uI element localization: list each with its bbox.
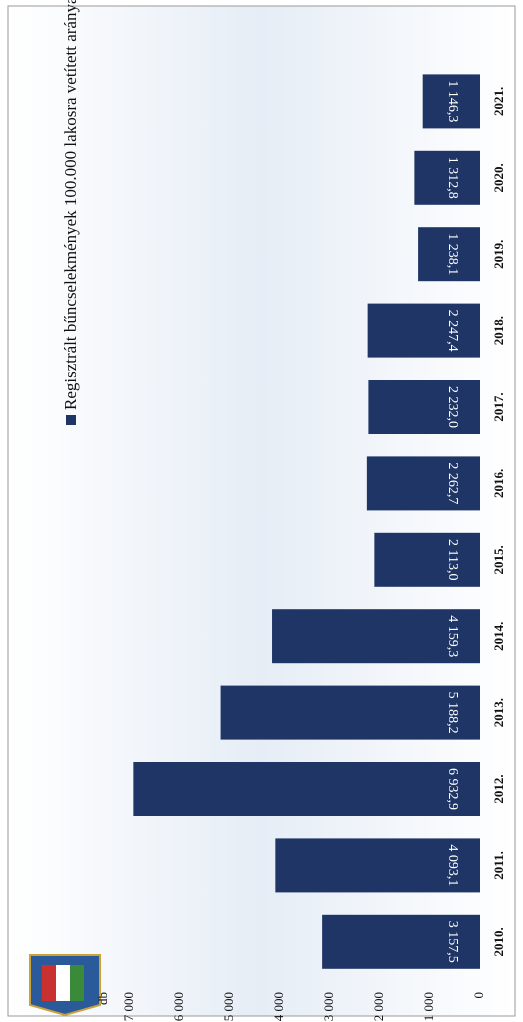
x-tick-label: 2011. (491, 851, 506, 880)
bar (366, 456, 480, 511)
bar (322, 914, 480, 969)
y-tick-label: 0 (471, 992, 486, 999)
bar (368, 380, 480, 434)
x-tick-label: 2014. (491, 622, 506, 651)
bar (418, 227, 480, 282)
x-tick-label: 2012. (491, 774, 506, 803)
y-axis-label: db (95, 992, 110, 1005)
bar (414, 150, 480, 205)
value-label: 2 262,7 (445, 462, 460, 504)
bar (275, 838, 480, 893)
bar (374, 532, 481, 587)
value-label: 4 159,3 (445, 615, 460, 657)
plot: db Regisztrált bűncselekmények 100.000 l… (61, 0, 506, 1021)
value-label: 2 113,0 (445, 539, 460, 580)
x-tick-label: 2018. (491, 316, 506, 345)
legend-swatch (66, 415, 76, 425)
bar (272, 609, 480, 664)
value-label: 1 146,3 (445, 80, 460, 122)
y-tick-label: 2 000 (371, 992, 386, 1021)
x-tick-label: 2019. (491, 240, 506, 269)
y-tick-label: 7 000 (121, 992, 136, 1021)
y-tick-label: 1 000 (421, 992, 436, 1021)
value-label: 3 157,5 (445, 921, 460, 963)
x-tick-label: 2015. (491, 545, 506, 574)
bar (367, 303, 481, 358)
value-label: 1 312,8 (445, 157, 460, 199)
value-label: 4 093,1 (445, 844, 460, 886)
y-tick-label: 5 000 (221, 992, 236, 1021)
value-label: 2 247,4 (445, 310, 460, 352)
y-tick-label: 4 000 (271, 992, 286, 1021)
bar (422, 74, 480, 129)
x-tick-label: 2013. (491, 698, 506, 727)
value-label: 2 232,0 (445, 386, 460, 428)
x-tick-label: 2010. (491, 927, 506, 956)
x-tick-label: 2020. (491, 163, 506, 192)
x-tick-label: 2016. (491, 469, 506, 498)
value-label: 1 238,1 (445, 233, 460, 275)
x-tick-label: 2021. (491, 87, 506, 116)
y-tick-label: 3 000 (321, 992, 336, 1021)
x-tick-label: 2017. (491, 392, 506, 421)
bar (133, 762, 480, 816)
legend-label: Regisztrált bűncselekmények 100.000 lako… (61, 0, 80, 410)
value-label: 5 188,2 (445, 692, 460, 734)
value-label: 6 932,9 (445, 768, 460, 810)
bar (220, 685, 480, 740)
logo (29, 954, 101, 1017)
y-tick-label: 6 000 (171, 992, 186, 1021)
